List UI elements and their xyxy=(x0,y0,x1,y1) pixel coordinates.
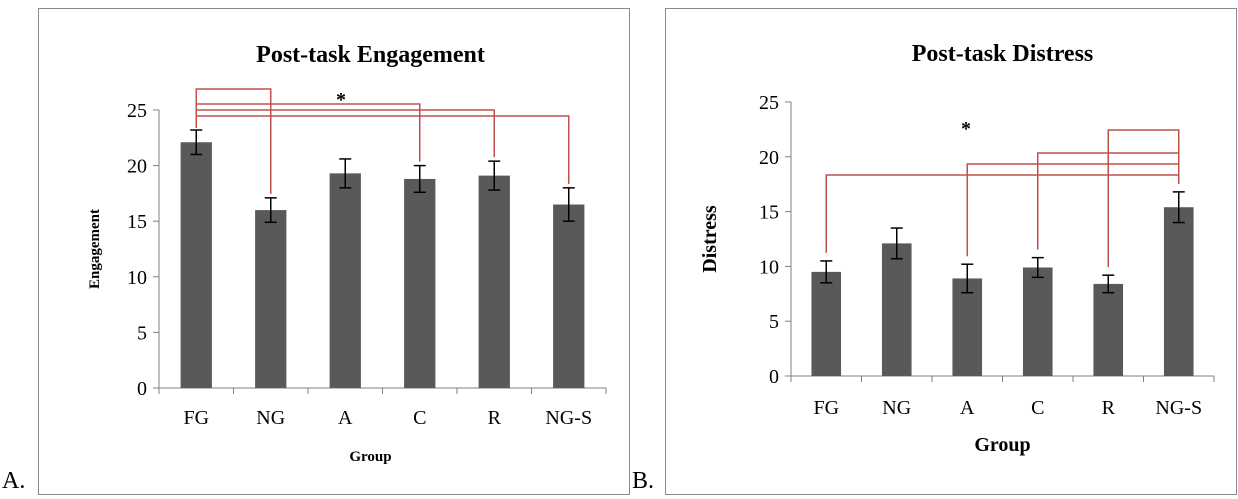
chart-title: Post-task Engagement xyxy=(256,42,485,68)
x-tick-label: NG-S xyxy=(1155,397,1202,419)
y-tick-label: 15 xyxy=(759,202,779,224)
bar xyxy=(1163,207,1194,376)
bar xyxy=(1093,283,1124,376)
significance-star: * xyxy=(961,118,971,140)
significance-bracket xyxy=(195,103,421,162)
x-tick-label: NG xyxy=(256,407,285,429)
bar xyxy=(881,243,912,376)
bar xyxy=(478,175,510,388)
x-tick-label: A xyxy=(338,407,353,429)
significance-bracket xyxy=(966,163,1180,257)
x-tick-label: FG xyxy=(183,407,209,429)
y-axis-title: Distress xyxy=(699,205,721,273)
x-tick-label: NG-S xyxy=(545,407,592,429)
x-tick-label: C xyxy=(1031,397,1044,419)
y-tick-label: 10 xyxy=(759,256,779,278)
y-tick-label: 5 xyxy=(769,311,779,333)
bar xyxy=(952,278,983,376)
y-axis-title: Engagement xyxy=(87,209,103,289)
bar xyxy=(180,142,212,388)
y-tick-label: 15 xyxy=(127,211,147,233)
x-axis-title: Group xyxy=(349,449,391,465)
bar xyxy=(553,204,585,388)
significance-bracket xyxy=(825,174,1180,253)
bar xyxy=(255,210,287,388)
engagement-chart-frame: Post-task Engagement 0 5 10 15 20 25 FG NG A C R NG-… xyxy=(38,8,630,495)
x-axis-title: Group xyxy=(974,434,1030,456)
panel-b-label: B. xyxy=(632,468,655,494)
panel-a-label: A. xyxy=(2,468,26,494)
significance-bracket xyxy=(195,115,570,184)
y-tick-label: 20 xyxy=(759,147,779,169)
y-tick-label: 20 xyxy=(127,156,147,178)
x-tick-label: C xyxy=(413,407,426,429)
distress-chart: Post-task Distress 0 5 10 15 20 25 FG NG A C R NG-S G… xyxy=(699,41,1215,456)
significance-bracket xyxy=(1107,129,1180,268)
bar xyxy=(1022,267,1053,376)
y-tick-label: 0 xyxy=(137,378,147,400)
bar xyxy=(329,173,361,388)
x-tick-label: R xyxy=(488,407,502,429)
significance-bracket xyxy=(195,109,495,158)
bar xyxy=(811,271,842,376)
chart-title: Post-task Distress xyxy=(912,41,1094,67)
x-tick-label: R xyxy=(1102,397,1116,419)
x-tick-label: FG xyxy=(813,397,839,419)
y-tick-label: 25 xyxy=(127,100,147,122)
bar xyxy=(404,178,436,388)
engagement-chart: Post-task Engagement 0 5 10 15 20 25 FG NG A C R NG-… xyxy=(87,42,607,465)
y-tick-label: 10 xyxy=(127,267,147,289)
significance-star: * xyxy=(336,89,346,111)
y-tick-label: 5 xyxy=(137,322,147,344)
y-tick-label: 0 xyxy=(769,366,779,388)
x-tick-label: NG xyxy=(882,397,911,419)
distress-chart-frame: Post-task Distress 0 5 10 15 20 25 FG NG A C R NG-S G… xyxy=(665,8,1237,495)
y-tick-label: 25 xyxy=(759,92,779,114)
x-tick-label: A xyxy=(960,397,975,419)
